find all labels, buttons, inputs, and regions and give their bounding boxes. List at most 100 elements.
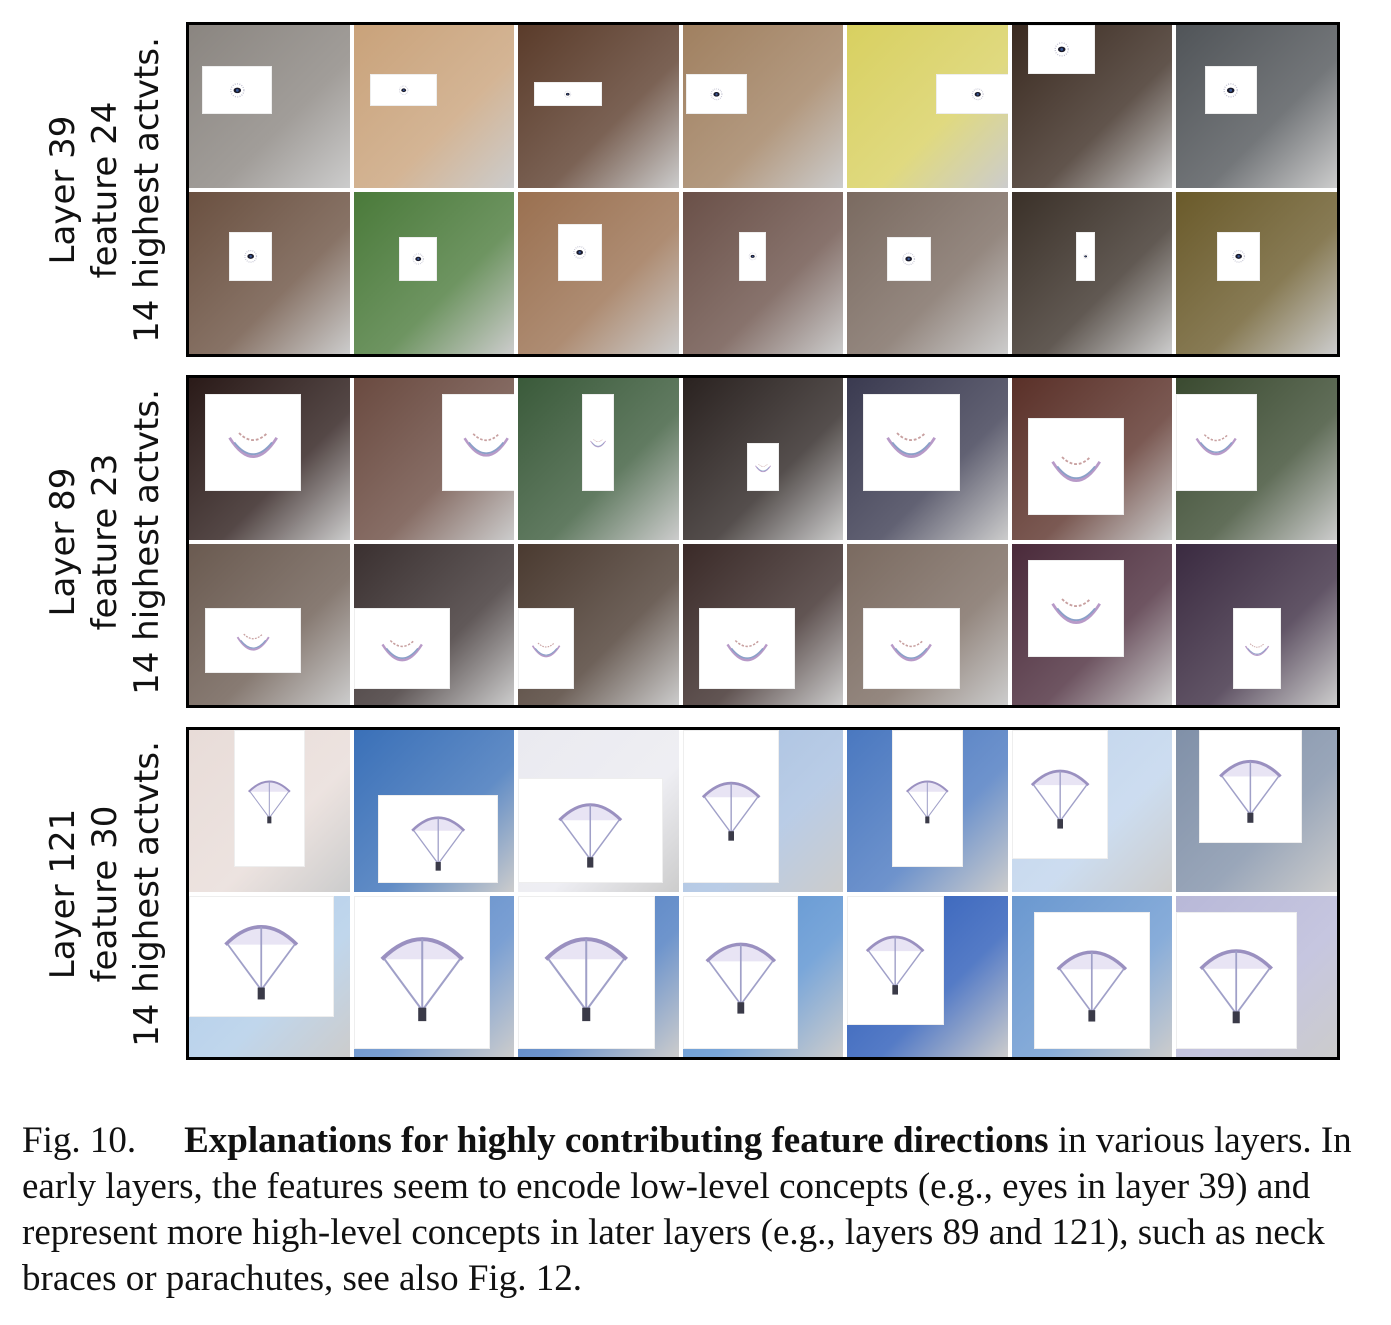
feature-visualization: [353, 608, 450, 689]
panel-1-feature: feature 24: [85, 101, 125, 278]
photo-thumbnail: [1176, 191, 1337, 354]
feature-visualization: [233, 730, 305, 868]
feature-visualization: [205, 608, 302, 673]
figure-caption: Fig. 10. Explanations for highly contribu…: [22, 1118, 1370, 1302]
image-grid: [189, 730, 1337, 1057]
photo-thumbnail: [1011, 730, 1173, 892]
photo-thumbnail: [847, 543, 1008, 705]
photo-thumbnail: [518, 895, 679, 1057]
photo-thumbnail: [1176, 543, 1337, 705]
panel-1-label: Layer 39 feature 24 14 highest actvts.: [30, 22, 180, 357]
feature-visualization: [1027, 25, 1096, 74]
feature-visualization: [1034, 911, 1150, 1049]
feature-visualization: [1027, 418, 1125, 516]
photo-thumbnail: [353, 25, 515, 188]
panel-layer-89: [186, 375, 1340, 708]
feature-visualization: [377, 794, 499, 884]
feature-visualization: [189, 895, 334, 1017]
panel-layer-121: [186, 727, 1340, 1060]
feature-visualization: [1198, 730, 1302, 844]
photo-thumbnail: [1011, 895, 1173, 1057]
photo-thumbnail: [1011, 191, 1173, 354]
photo-thumbnail: [1176, 730, 1337, 892]
feature-visualization: [353, 895, 491, 1049]
feature-visualization: [887, 237, 931, 281]
feature-visualization: [1011, 730, 1109, 860]
feature-visualization: [558, 224, 602, 281]
photo-thumbnail: [189, 191, 350, 354]
image-grid: [189, 25, 1337, 354]
photo-thumbnail: [353, 543, 515, 705]
photo-thumbnail: [847, 895, 1008, 1057]
photo-thumbnail: [847, 25, 1008, 188]
feature-visualization: [682, 730, 780, 884]
photo-thumbnail: [518, 378, 679, 540]
feature-visualization: [847, 895, 944, 1025]
feature-visualization: [582, 394, 615, 492]
photo-thumbnail: [189, 378, 350, 540]
panel-2-count: 14 highest actvts.: [127, 388, 167, 695]
panel-2-layer: Layer 89: [43, 467, 83, 616]
panel-1-count: 14 highest actvts.: [127, 36, 167, 343]
photo-thumbnail: [1011, 543, 1173, 705]
photo-thumbnail: [189, 895, 350, 1057]
photo-thumbnail: [353, 895, 515, 1057]
feature-visualization: [1232, 608, 1281, 689]
panel-3-label: Layer 121 feature 30 14 highest actvts.: [30, 727, 180, 1060]
photo-thumbnail: [847, 378, 1008, 540]
photo-thumbnail: [353, 378, 515, 540]
feature-visualization: [746, 442, 780, 492]
feature-visualization: [369, 73, 438, 107]
feature-visualization: [205, 394, 302, 492]
feature-visualization: [201, 65, 273, 115]
feature-visualization: [1176, 394, 1257, 492]
panel-1-layer: Layer 39: [43, 115, 83, 264]
feature-visualization: [1076, 232, 1096, 281]
feature-visualization: [229, 232, 273, 281]
photo-thumbnail: [518, 543, 679, 705]
photo-thumbnail: [518, 25, 679, 188]
photo-thumbnail: [682, 378, 844, 540]
photo-thumbnail: [189, 730, 350, 892]
feature-visualization: [738, 232, 767, 281]
photo-thumbnail: [189, 25, 350, 188]
photo-thumbnail: [1176, 378, 1337, 540]
panel-3-feature: feature 30: [85, 805, 125, 982]
feature-visualization: [534, 81, 602, 107]
photo-thumbnail: [1011, 378, 1173, 540]
photo-thumbnail: [518, 191, 679, 354]
feature-visualization: [935, 73, 1008, 115]
panel-3-layer: Layer 121: [43, 808, 83, 979]
photo-thumbnail: [189, 543, 350, 705]
panel-3-count: 14 highest actvts.: [127, 740, 167, 1047]
caption-text: in various layers. In early layers, the …: [22, 1120, 1352, 1299]
image-grid: [189, 378, 1337, 705]
panel-2-feature: feature 23: [85, 453, 125, 630]
feature-visualization: [441, 394, 515, 492]
photo-thumbnail: [518, 730, 679, 892]
feature-visualization: [1205, 65, 1257, 115]
caption-bold: Explanations for highly contributing fea…: [184, 1120, 1049, 1161]
photo-thumbnail: [1011, 25, 1173, 188]
photo-thumbnail: [682, 730, 844, 892]
photo-thumbnail: [1176, 895, 1337, 1057]
photo-thumbnail: [353, 730, 515, 892]
photo-thumbnail: [1176, 25, 1337, 188]
feature-visualization: [863, 394, 960, 492]
feature-visualization: [518, 608, 575, 689]
feature-visualization: [1216, 232, 1260, 281]
feature-visualization: [698, 608, 796, 689]
feature-visualization: [518, 895, 655, 1049]
feature-visualization: [892, 730, 963, 868]
feature-visualization: [682, 895, 799, 1049]
feature-visualization: [685, 73, 747, 115]
photo-thumbnail: [682, 191, 844, 354]
feature-visualization: [518, 778, 663, 884]
feature-visualization: [1027, 559, 1125, 657]
photo-thumbnail: [682, 25, 844, 188]
panel-layer-39: [186, 22, 1340, 357]
feature-visualization: [398, 237, 438, 281]
figure-number: Fig. 10.: [22, 1120, 137, 1161]
photo-thumbnail: [353, 191, 515, 354]
feature-visualization: [1176, 911, 1297, 1049]
